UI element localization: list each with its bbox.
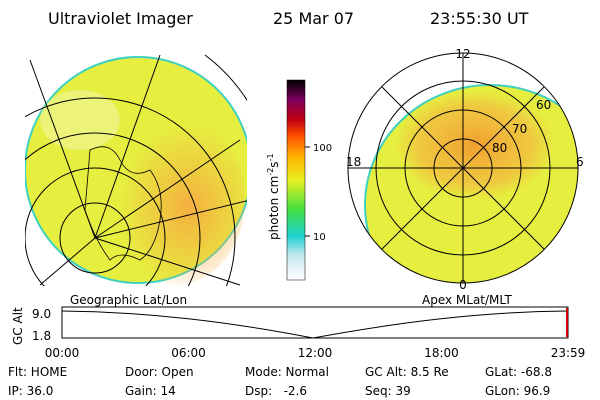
x-tick-label: 00:00 — [45, 346, 80, 360]
info-field: Seq: 39 — [365, 384, 411, 398]
mlt-label: 18 — [346, 155, 361, 169]
x-tick-label: 06:00 — [171, 346, 206, 360]
info-panel: Flt: HOME Door: Open Mode: Normal GC Alt: 8… — [8, 365, 552, 398]
colorbar-unit: photon cm-2s-1 — [266, 153, 281, 240]
info-field: Mode: Normal — [245, 365, 329, 379]
caption: Geographic Lat/Lon — [70, 293, 187, 307]
mlt-label: 12 — [455, 47, 470, 61]
x-tick-label: 12:00 — [298, 346, 333, 360]
geographic-image — [25, 54, 247, 286]
info-field: GLat: -68.8 — [485, 365, 552, 379]
info-field: Dsp: -2.6 — [245, 384, 307, 398]
date: 25 Mar 07 — [273, 9, 354, 28]
info-field: Flt: HOME — [8, 365, 67, 379]
altitude-plot: GC Alt 9.0 1.8 00:00 06:00 12:00 18:00 23:59 — [11, 306, 586, 360]
x-tick-label: 18:00 — [424, 346, 459, 360]
mlt-label: 0 — [459, 278, 467, 292]
y-tick-label: 1.8 — [32, 329, 51, 343]
mlat-label: 70 — [512, 122, 527, 136]
mlt-label: 6 — [576, 155, 584, 169]
info-field: GLon: 96.9 — [485, 384, 550, 398]
caption: Apex MLat/MLT — [422, 293, 512, 307]
info-field: Door: Open — [125, 365, 194, 379]
color-scale — [286, 79, 306, 281]
colorbar-tick: 100 — [313, 143, 332, 154]
title: Ultraviolet Imager — [48, 9, 193, 28]
colorbar: 100 10 photon cm-2s-1 — [266, 79, 332, 281]
colorbar-tick: 10 — [313, 232, 326, 243]
mlat-label: 80 — [492, 141, 507, 155]
info-field: Gain: 14 — [125, 384, 176, 398]
axis-label: GC Alt — [11, 307, 25, 345]
y-tick-label: 9.0 — [32, 307, 51, 321]
polar-image: 12 18 6 0 60 70 80 — [346, 47, 584, 292]
header: Ultraviolet Imager 25 Mar 07 23:55:30 UT — [48, 9, 529, 28]
info-field: GC Alt: 8.5 Re — [365, 365, 449, 379]
mlat-label: 60 — [536, 98, 551, 112]
info-field: IP: 36.0 — [8, 384, 53, 398]
time: 23:55:30 UT — [430, 9, 529, 28]
x-tick-label: 23:59 — [551, 346, 586, 360]
